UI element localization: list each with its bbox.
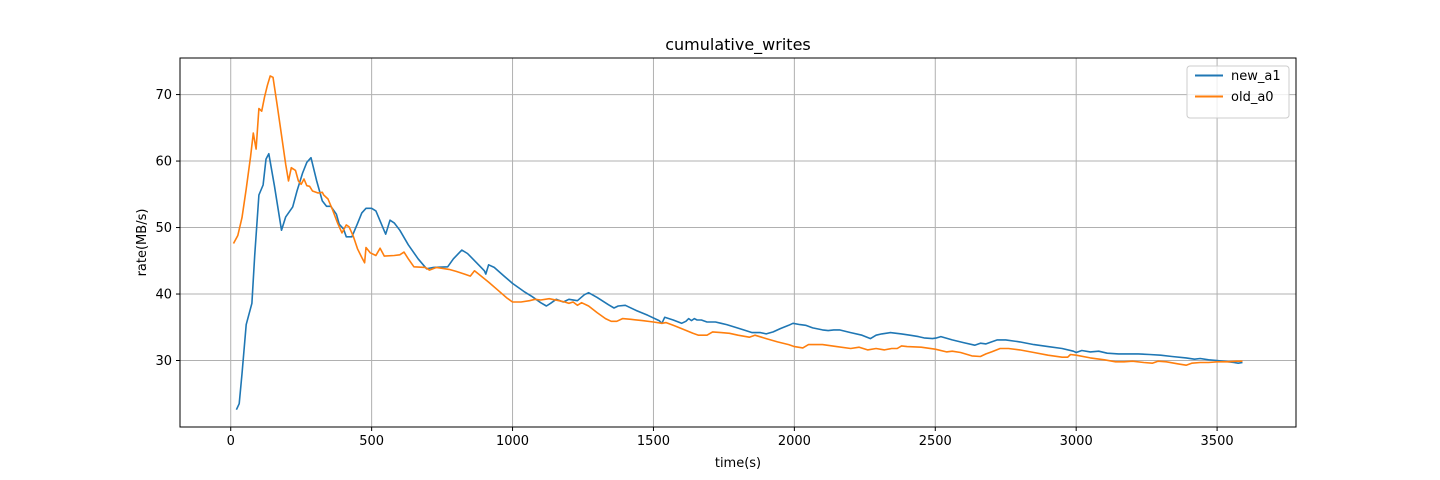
x-tick-label: 500 <box>359 434 384 449</box>
y-tick-label: 40 <box>155 288 172 303</box>
x-axis-title: time(s) <box>715 456 761 471</box>
y-axis-title: rate(MB/s) <box>135 209 150 277</box>
series-line-new_a1 <box>235 152 1243 411</box>
y-tick-label: 60 <box>155 155 172 170</box>
x-tick-label: 0 <box>227 434 235 449</box>
y-tick-label: 70 <box>155 88 172 103</box>
grid-lines <box>180 58 1296 427</box>
y-tick-label: 50 <box>155 221 172 236</box>
legend-box <box>1186 65 1290 119</box>
x-tick-label: 1000 <box>496 434 529 449</box>
x-tick-label: 3000 <box>1060 434 1093 449</box>
legend: new_a1 old_a0 <box>1186 65 1290 119</box>
legend-label-old_a0: old_a0 <box>1231 90 1274 105</box>
chart-title: cumulative_writes <box>665 35 811 55</box>
plot-frame <box>179 57 1297 428</box>
x-tick-label: 2500 <box>919 434 952 449</box>
series-layer <box>232 75 1243 411</box>
y-tick-label: 30 <box>155 354 172 369</box>
x-tick-label: 2000 <box>778 434 811 449</box>
x-axis: 0 500 1000 1500 2000 2500 3000 3500 <box>227 427 1234 449</box>
x-tick-label: 1500 <box>637 434 670 449</box>
series-line-old_a0 <box>232 75 1243 366</box>
legend-label-new_a1: new_a1 <box>1231 69 1281 84</box>
y-axis: 30 40 50 60 70 <box>155 88 180 369</box>
x-tick-label: 3500 <box>1201 434 1234 449</box>
